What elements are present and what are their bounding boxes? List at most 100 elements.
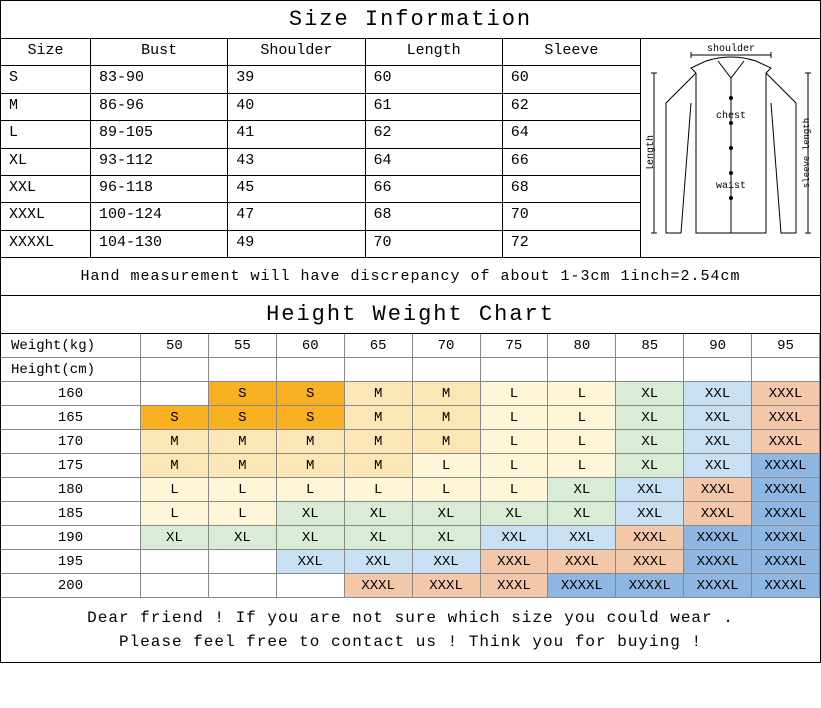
size-data-cell: 40 [228,94,365,121]
size-header-cell: Size [1,39,91,66]
size-recommendation-cell: M [345,382,413,406]
size-recommendation-cell: XXL [413,550,481,574]
size-recommendation-cell: M [209,454,277,478]
size-recommendation-cell: XL [209,526,277,550]
size-recommendation-cell: XXXXL [752,454,820,478]
size-recommendation-cell: M [345,406,413,430]
size-data-cell: 70 [503,203,640,230]
footer-line1: Dear friend ! If you are not sure which … [87,609,734,627]
size-recommendation-cell: XXL [684,454,752,478]
weight-header: 80 [548,334,616,358]
size-recommendation-cell: M [277,430,345,454]
size-recommendation-cell: L [141,478,209,502]
size-recommendation-cell: S [209,406,277,430]
shirt-icon: shoulder chest waist length sleeve lengt… [646,43,816,253]
size-recommendation-cell: XL [277,526,345,550]
weight-header: 55 [209,334,277,358]
size-recommendation-cell: XL [141,526,209,550]
size-data-cell: XXXL [1,203,91,230]
size-recommendation-cell: XXXXL [752,574,820,598]
empty-cell [209,358,277,382]
size-recommendation-cell: XL [277,502,345,526]
height-header: 200 [1,574,141,598]
size-recommendation-cell: XL [616,406,684,430]
label-length: length [646,135,657,171]
size-recommendation-cell: XXL [684,382,752,406]
size-recommendation-cell: L [548,406,616,430]
size-header-cell: Shoulder [228,39,365,66]
empty-cell [481,358,549,382]
size-data-cell: 39 [228,66,365,93]
empty-cell [141,358,209,382]
size-data-cell: 100-124 [91,203,228,230]
size-recommendation-cell: XXL [345,550,413,574]
size-recommendation-cell: XXXL [752,406,820,430]
size-data-cell: 66 [503,149,640,176]
size-header-cell: Length [366,39,503,66]
label-waist: waist [715,180,745,192]
size-recommendation-cell: M [413,382,481,406]
weight-label: Weight(kg) [1,334,141,358]
size-recommendation-cell: M [209,430,277,454]
size-recommendation-cell: S [277,406,345,430]
footer-line2: Please feel free to contact us ! Think y… [119,633,702,651]
size-recommendation-cell: XL [345,502,413,526]
size-recommendation-cell: XXXL [616,526,684,550]
size-recommendation-cell: XXXXL [752,478,820,502]
size-data-cell: 66 [366,176,503,203]
empty-cell [277,358,345,382]
size-data-cell: 86-96 [91,94,228,121]
size-recommendation-cell: S [209,382,277,406]
weight-header: 70 [413,334,481,358]
size-recommendation-cell: XL [413,526,481,550]
size-recommendation-cell: XXL [616,478,684,502]
size-recommendation-cell [141,574,209,598]
size-recommendation-cell: L [481,406,549,430]
size-header-cell: Sleeve [503,39,640,66]
size-data-cell: 70 [366,231,503,257]
size-recommendation-cell: XXL [548,526,616,550]
size-recommendation-cell: L [481,430,549,454]
size-recommendation-cell: XXL [684,430,752,454]
size-recommendation-cell: L [481,478,549,502]
hw-grid: Weight(kg)50556065707580859095Height(cm)… [1,334,820,598]
size-data-cell: 49 [228,231,365,257]
size-data-cell: XXL [1,176,91,203]
size-data-cell: 47 [228,203,365,230]
size-recommendation-cell: XL [616,382,684,406]
size-recommendation-cell: XXL [277,550,345,574]
size-recommendation-cell: L [481,454,549,478]
shirt-diagram: shoulder chest waist length sleeve lengt… [640,39,820,257]
size-chart-container: Size Information SizeBustShoulderLengthS… [0,0,821,663]
size-recommendation-cell: XXL [481,526,549,550]
size-data-cell: XXXXL [1,231,91,257]
size-data-cell: 72 [503,231,640,257]
size-data-cell: S [1,66,91,93]
weight-header: 50 [141,334,209,358]
height-header: 190 [1,526,141,550]
size-data-cell: 43 [228,149,365,176]
size-recommendation-cell: L [209,478,277,502]
size-data-cell: 60 [503,66,640,93]
size-recommendation-cell: XXXL [413,574,481,598]
size-recommendation-cell: XXXXL [616,574,684,598]
weight-header: 95 [752,334,820,358]
size-recommendation-cell: XXXXL [684,550,752,574]
size-recommendation-cell: XL [413,502,481,526]
size-recommendation-cell: XXL [616,502,684,526]
size-recommendation-cell [209,550,277,574]
height-header: 185 [1,502,141,526]
size-recommendation-cell: XXXXL [752,550,820,574]
measurement-note: Hand measurement will have discrepancy o… [1,258,820,296]
size-recommendation-cell: XL [345,526,413,550]
size-recommendation-cell: XXXL [684,478,752,502]
size-recommendation-cell: XXXXL [684,526,752,550]
size-recommendation-cell: L [345,478,413,502]
size-header-cell: Bust [91,39,228,66]
footer-note: Dear friend ! If you are not sure which … [1,598,820,662]
size-data-cell: 83-90 [91,66,228,93]
size-recommendation-cell: L [413,454,481,478]
weight-header: 60 [277,334,345,358]
size-data-cell: XL [1,149,91,176]
size-recommendation-cell [209,574,277,598]
